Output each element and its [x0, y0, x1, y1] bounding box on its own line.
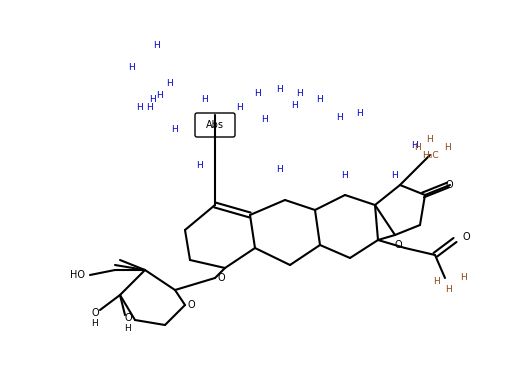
Text: H: H — [317, 96, 323, 104]
Text: H: H — [357, 108, 363, 118]
FancyBboxPatch shape — [195, 113, 235, 137]
Text: O: O — [91, 308, 99, 318]
Text: H: H — [262, 115, 268, 124]
Text: O: O — [188, 300, 195, 310]
Text: H: H — [415, 143, 421, 153]
Text: H: H — [297, 88, 303, 97]
Text: HO: HO — [70, 270, 85, 280]
Text: H: H — [276, 165, 284, 174]
Text: H: H — [92, 319, 98, 328]
Text: H: H — [391, 170, 399, 180]
Text: H: H — [202, 96, 208, 104]
Text: H: H — [336, 112, 344, 122]
Text: H: H — [154, 41, 160, 50]
Text: H: H — [292, 100, 298, 110]
Text: H: H — [433, 277, 440, 287]
Text: H: H — [157, 91, 163, 100]
Text: Abs: Abs — [206, 120, 224, 130]
Text: H: H — [445, 285, 452, 295]
Text: O: O — [462, 232, 470, 242]
Text: H: H — [166, 78, 174, 88]
Text: H: H — [136, 103, 144, 111]
Text: O: O — [445, 180, 453, 190]
Text: H: H — [276, 85, 284, 95]
Text: H: H — [147, 103, 153, 111]
Text: H: H — [196, 161, 204, 169]
Text: H: H — [237, 103, 243, 111]
Text: H: H — [150, 96, 156, 104]
Text: O: O — [124, 313, 132, 323]
Text: O: O — [218, 273, 225, 283]
Text: H: H — [427, 135, 433, 145]
Text: H: H — [172, 126, 178, 134]
Text: H: H — [254, 88, 262, 97]
Text: H: H — [445, 143, 451, 153]
Text: O: O — [394, 240, 402, 250]
Text: H: H — [460, 273, 467, 283]
Text: H: H — [125, 324, 131, 333]
Text: H: H — [129, 64, 135, 73]
Text: H: H — [412, 141, 418, 150]
Text: H: H — [342, 170, 348, 180]
Text: H₃C: H₃C — [421, 150, 438, 160]
